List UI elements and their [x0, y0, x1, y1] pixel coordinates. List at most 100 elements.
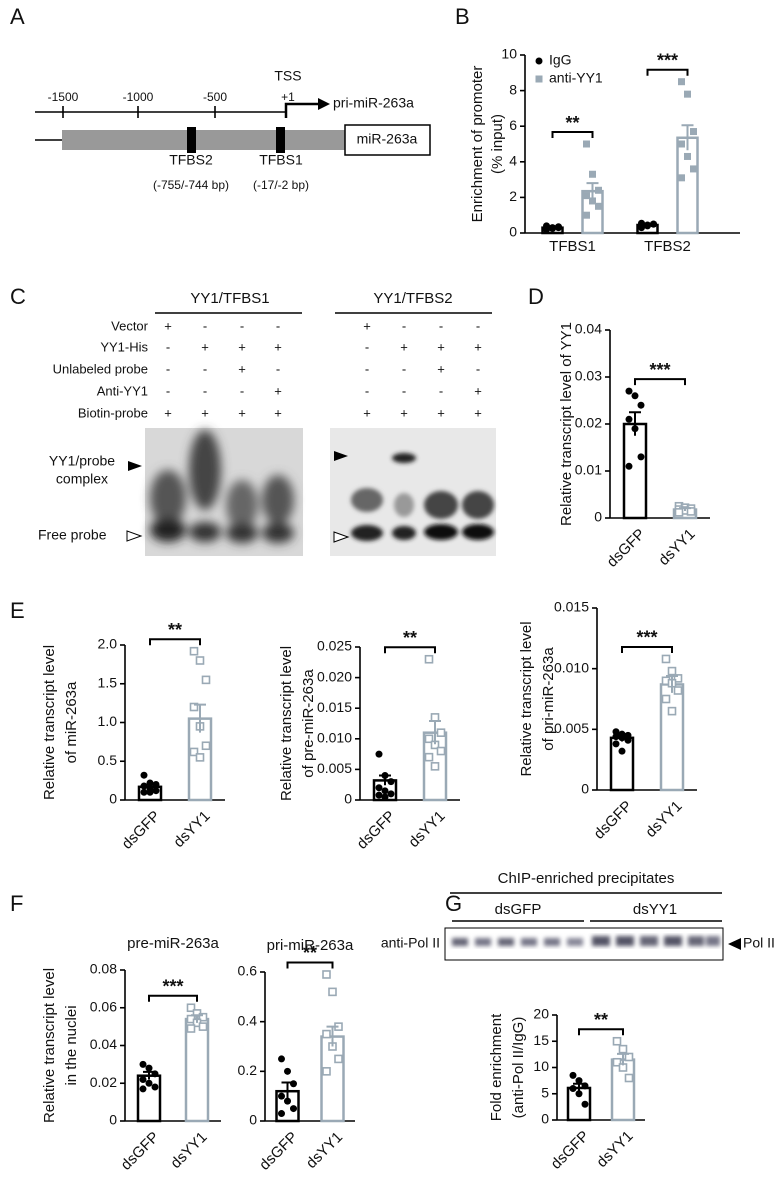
- error-bar: [429, 720, 441, 745]
- x-tick-label: TFBS1: [549, 238, 596, 255]
- data-point: [151, 1083, 159, 1091]
- data-point: [612, 1057, 622, 1067]
- y-axis-label: Relative transcript level: [278, 646, 295, 801]
- data-point: [595, 202, 602, 210]
- data-point: [624, 736, 632, 744]
- y-axis-label: of miR-263a: [63, 681, 80, 763]
- data-point: [387, 790, 395, 798]
- y-tick-label: 0.005: [317, 760, 352, 776]
- sign: -: [402, 361, 406, 376]
- data-point: [684, 152, 691, 160]
- y-tick-label: 0: [541, 1111, 549, 1127]
- gel-bands: [351, 453, 494, 541]
- data-point: [690, 128, 697, 136]
- sign: +: [274, 383, 282, 398]
- data-point: [625, 415, 633, 423]
- data-point: [674, 508, 684, 517]
- y-tick-label: 0.02: [575, 415, 602, 431]
- group-label: dsYY1: [633, 901, 677, 918]
- significance-bracket: [578, 1028, 624, 1036]
- y-tick-label: 0.06: [90, 998, 117, 1014]
- sign: -: [276, 361, 280, 376]
- data-point: [661, 694, 671, 704]
- chart-title: pri-miR-263a: [267, 937, 354, 954]
- panel-label: B: [455, 4, 470, 29]
- data-point: [625, 462, 633, 470]
- promoter-region: [62, 130, 345, 150]
- data-point: [146, 788, 154, 796]
- data-point: [583, 211, 590, 219]
- sign: +: [437, 405, 445, 420]
- significance-bracket: [149, 638, 201, 646]
- position-label: -1000: [123, 90, 154, 104]
- y-tick-label: 0: [344, 791, 352, 807]
- y-tick-label: 1.0: [98, 713, 118, 729]
- data-point: [334, 1054, 343, 1064]
- significance-label: **: [565, 113, 579, 133]
- y-tick-label: 0: [249, 1112, 257, 1128]
- sign: -: [365, 339, 369, 354]
- y-tick-label: 6: [509, 117, 517, 133]
- antibody-label: anti-Pol II: [381, 935, 440, 951]
- position-label: -500: [203, 90, 227, 104]
- error-bar: [666, 674, 678, 693]
- sign: -: [476, 361, 480, 376]
- data-point: [678, 78, 685, 86]
- error-bar: [281, 1081, 294, 1100]
- sign: +: [201, 405, 209, 420]
- y-tick-label: 2: [509, 188, 517, 204]
- x-tick-label: dsGFP: [118, 1129, 163, 1174]
- significance-bracket: [621, 645, 673, 653]
- panel-label: G: [445, 891, 462, 916]
- y-tick-label: 0.02: [90, 1074, 117, 1090]
- y-tick-label: 0.04: [575, 321, 602, 337]
- error-bar: [144, 783, 156, 790]
- group-label: dsGFP: [495, 901, 542, 918]
- sign: +: [274, 339, 282, 354]
- sign: -: [402, 383, 406, 398]
- data-point: [186, 1024, 196, 1033]
- error-bar: [617, 1052, 629, 1066]
- gel-title: YY1/TFBS2: [373, 290, 452, 307]
- data-point: [375, 791, 383, 799]
- x-tick-label: dsYY1: [167, 1129, 210, 1172]
- free-label: Free probe: [38, 527, 107, 543]
- data-point: [387, 778, 395, 786]
- data-point: [637, 453, 645, 461]
- data-point: [322, 1029, 331, 1039]
- site-name: TFBS2: [169, 152, 213, 168]
- data-point: [381, 787, 389, 795]
- tss-label: TSS: [274, 68, 301, 84]
- y-tick-label: 0.04: [90, 1036, 117, 1052]
- x-tick-label: dsGFP: [256, 1129, 301, 1174]
- error-bar: [379, 774, 391, 786]
- sign: +: [363, 318, 371, 333]
- data-point: [589, 170, 596, 178]
- data-point: [638, 223, 645, 231]
- y-tick-label: 2.0: [98, 636, 118, 652]
- x-tick-label: TFBS2: [644, 238, 691, 255]
- data-point: [284, 1067, 291, 1075]
- y-tick-label: 0.020: [317, 668, 352, 684]
- legend-label: anti-YY1: [549, 70, 603, 86]
- y-tick-label: 0: [109, 1112, 117, 1128]
- significance-label: **: [168, 620, 182, 640]
- row-label: Biotin-probe: [78, 405, 148, 420]
- data-point: [575, 1090, 583, 1098]
- x-tick-label: dsYY1: [303, 1129, 346, 1172]
- data-point: [595, 186, 602, 194]
- data-point: [381, 793, 389, 801]
- error-bar: [641, 222, 654, 227]
- gene-box: [344, 124, 431, 156]
- data-point: [678, 174, 685, 182]
- tfbs1-box: [276, 127, 285, 153]
- band-label: Pol II: [743, 935, 775, 951]
- data-point: [201, 675, 211, 685]
- data-point: [555, 224, 562, 232]
- panel-label: D: [528, 284, 544, 309]
- sign: -: [166, 361, 170, 376]
- y-tick-label: 0.010: [554, 659, 589, 675]
- y-axis-label: of pre-miR-263a: [300, 669, 317, 778]
- row-label: YY1-His: [100, 339, 148, 354]
- y-axis-label: Relative transcript level: [518, 621, 535, 776]
